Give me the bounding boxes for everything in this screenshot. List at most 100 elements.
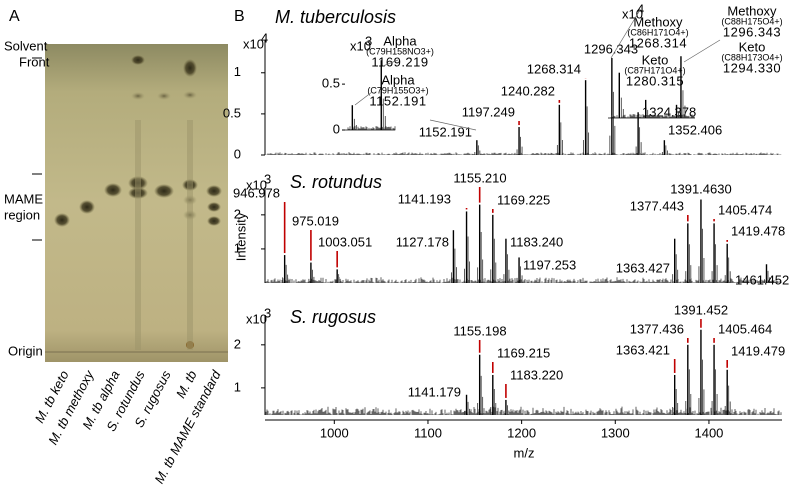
peak-label: 1127.178 <box>396 234 449 249</box>
peak-label: 1419.479 <box>731 343 785 358</box>
inset-annotation-formula: (C88H173O4+) <box>721 52 782 62</box>
isotope-peaks <box>451 248 457 283</box>
peak-label: 1268.314 <box>527 61 581 76</box>
x-axis-title: m/z <box>514 445 535 460</box>
inset-annotation-name: Alpha <box>381 72 415 87</box>
peak-label: 1240.282 <box>501 83 555 98</box>
peak-label: 1141.193 <box>398 191 451 206</box>
tlc-plate <box>45 44 228 362</box>
mame-region-label: region <box>4 207 40 222</box>
peak-label: 1377.436 <box>630 321 684 336</box>
isotope-peaks <box>490 238 497 283</box>
y-multiplier-exponent: 3 <box>264 171 271 186</box>
isotope-peaks <box>609 91 616 155</box>
peak-label: 1197.253 <box>523 257 576 272</box>
peak-label: 1155.210 <box>453 170 506 185</box>
inset-annotation-name: Methoxy <box>727 3 777 18</box>
peak-label: 1391.4630 <box>670 181 731 196</box>
leader-line <box>683 39 721 63</box>
x-tick-label: 1100 <box>414 425 442 440</box>
peak-label: 1352.406 <box>668 122 722 137</box>
inset-annotation-mass: 1152.191 <box>369 93 426 108</box>
isotope-peaks <box>583 106 590 155</box>
solvent-front-label: Front <box>19 54 50 69</box>
y-multiplier: x10 <box>243 36 264 51</box>
peak-label: 1141.179 <box>408 384 461 399</box>
inset-multiplier-exponent: 4 <box>637 1 644 16</box>
peak-label: 1377.443 <box>630 198 684 213</box>
leader-line <box>610 9 641 59</box>
y-multiplier-exponent: 4 <box>261 30 268 45</box>
spectrum-title: M. tuberculosis <box>275 7 396 27</box>
isotope-peaks <box>490 388 497 415</box>
inset-annotation-formula: (C79H158NO3+) <box>366 46 434 56</box>
inset-multiplier: x10 <box>350 38 371 53</box>
inset-annotation-name: Methoxy <box>633 14 683 29</box>
inset-annotation-formula: (C88H175O4+) <box>721 16 782 26</box>
isotope-peaks <box>464 401 470 415</box>
peak-label: 1152.191 <box>419 124 472 139</box>
isotope-peaks <box>556 122 563 155</box>
x-tick-label: 1300 <box>601 425 630 440</box>
isotope-peaks <box>672 254 679 283</box>
peak-label: 1363.421 <box>616 342 670 357</box>
inset-annotation-mass: 1268.314 <box>629 35 687 50</box>
isotope-peaks <box>711 244 718 283</box>
isotope-peaks <box>474 145 481 155</box>
inset-y-tick-label: 0 <box>333 121 340 136</box>
isotope-peaks <box>334 274 341 283</box>
inset-isotopes <box>620 97 624 118</box>
peak-label: 1405.474 <box>718 202 772 217</box>
isotope-peaks <box>308 269 315 283</box>
isotope-peaks <box>698 228 705 283</box>
peak-label: 1183.240 <box>510 234 563 249</box>
isotope-peaks <box>477 375 484 415</box>
peak-label: 1391.452 <box>674 302 728 317</box>
isotope-peaks <box>698 359 705 415</box>
baseline-noise <box>265 277 782 283</box>
panel-label: A <box>9 8 20 25</box>
inset-isotopes <box>382 98 386 130</box>
isotope-peaks <box>477 232 484 283</box>
y-tick-label: 1 <box>234 64 241 79</box>
y-tick-label: 1 <box>234 240 241 255</box>
isotope-peaks <box>724 257 731 283</box>
isotope-peaks <box>503 254 510 283</box>
peak-label: 1363.427 <box>616 260 670 275</box>
isotope-peaks <box>516 136 523 155</box>
peak-label: 1197.249 <box>462 104 515 119</box>
y-multiplier: x10 <box>246 311 267 326</box>
inset-annotation-formula: (C86H171O4+) <box>627 27 688 37</box>
isotope-peaks <box>503 405 510 415</box>
inset-isotopes <box>682 90 686 118</box>
baseline-noise <box>265 406 782 415</box>
peak-label: 1461.452 <box>735 272 789 287</box>
isotope-peaks <box>724 385 731 415</box>
leader-line <box>382 59 399 67</box>
peak-label: 1169.215 <box>497 345 550 360</box>
x-tick-label: 1000 <box>320 425 349 440</box>
mame-region-label: MAME <box>4 191 43 206</box>
isotope-peaks <box>282 264 289 283</box>
inset-annotation-name: Alpha <box>383 33 417 48</box>
isotope-peaks <box>516 266 523 283</box>
peak-label: 1183.220 <box>510 367 563 382</box>
y-tick-label: 0.5 <box>223 105 241 120</box>
panel-label: B <box>234 8 245 25</box>
solvent-front-label: Solvent <box>4 38 48 53</box>
spectrum-title: S. rotundus <box>290 172 382 192</box>
isotope-peaks <box>685 244 692 283</box>
y-multiplier: x10 <box>246 177 267 192</box>
origin-label: Origin <box>8 343 43 358</box>
spectrum-title: S. rugosus <box>290 307 376 327</box>
isotope-peaks <box>685 369 692 415</box>
isotope-peaks <box>464 236 470 283</box>
isotope-peaks <box>672 388 679 415</box>
isotope-peaks <box>764 270 770 283</box>
y-tick-label: 2 <box>234 206 241 221</box>
inset-isotopes <box>353 118 357 130</box>
y-multiplier-exponent: 3 <box>264 305 271 320</box>
inset-multiplier: x10 <box>622 6 643 21</box>
inset-annotation-mass: 1294.330 <box>723 60 781 75</box>
